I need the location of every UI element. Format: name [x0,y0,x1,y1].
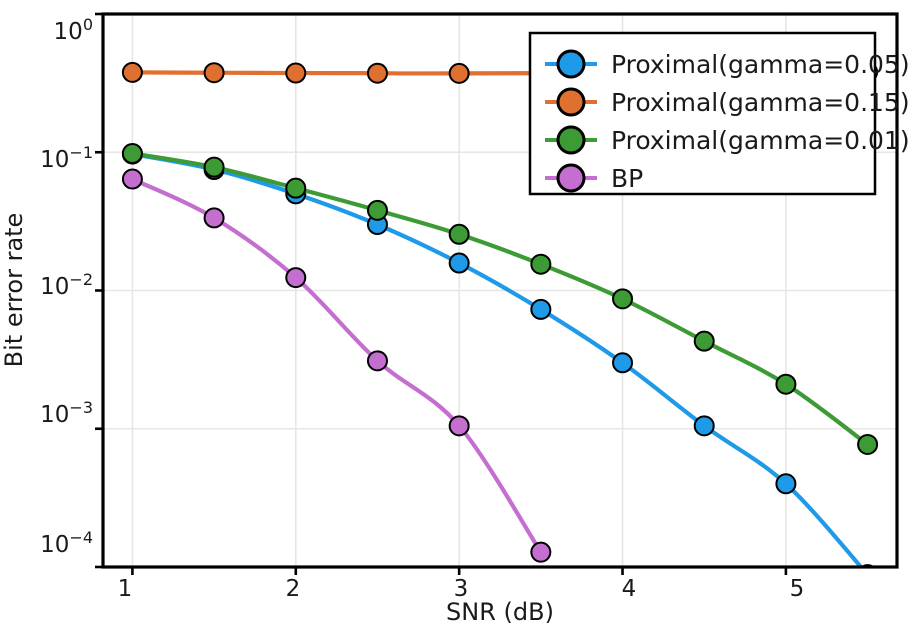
y-tick-label-1e-2: 10−2 [40,270,93,300]
x-axis-title: SNR (dB) [446,598,554,626]
data-point [775,473,797,495]
x-tick-label-2: 2 [286,576,301,602]
data-point [693,330,715,352]
data-point [366,350,388,372]
legend-marker [556,163,586,193]
data-point [857,433,879,455]
data-point [530,298,552,320]
legend-label: Proximal(gamma=0.15) [611,88,910,117]
data-point [121,142,143,164]
data-point [285,177,307,199]
series-line [130,151,864,567]
data-point [366,199,388,221]
x-tick-label-3: 3 [454,576,469,602]
legend-box [528,31,877,196]
y-tick-label-1e-4: 10−4 [40,528,93,558]
data-point [203,156,225,178]
legend-label: Proximal(gamma=0.05) [611,50,910,79]
data-point [121,168,143,190]
series-2 [121,142,879,455]
y-tick-label-1e-1: 10−1 [40,143,93,173]
legend-item-2[interactable]: Proximal(gamma=0.01) [545,125,910,155]
legend-label: Proximal(gamma=0.01) [611,126,910,155]
data-point [448,223,470,245]
data-point [285,267,307,289]
data-point [612,352,634,374]
data-point [612,288,634,310]
data-point [366,62,388,84]
legend[interactable]: Proximal(gamma=0.05) Proximal(gamma=0.15)… [528,31,910,196]
axis-tick-labels: 1 2 3 4 5 100 10−1 10−2 10−3 10−4 [40,15,804,602]
series-3 [121,168,552,563]
data-point [530,541,552,563]
x-tick-label-5: 5 [790,576,805,602]
legend-item-0[interactable]: Proximal(gamma=0.05) [545,49,910,79]
legend-item-1[interactable]: Proximal(gamma=0.15) [545,87,910,117]
data-point [285,62,307,84]
axis-ticks [95,12,788,575]
legend-label: BP [611,164,643,193]
y-tick-label-1e-3: 10−3 [40,398,93,428]
y-axis-title: Bit error rate [0,213,28,368]
x-tick-label-4: 4 [622,576,637,602]
y-tick-label-1e0: 100 [54,15,93,45]
x-tick-label-1: 1 [118,576,133,602]
legend-item-3[interactable]: BP [545,163,643,193]
data-point [448,415,470,437]
data-point [693,415,715,437]
data-point [203,207,225,229]
legend-marker [556,49,586,79]
data-point [775,373,797,395]
series-line [130,151,870,447]
data-point [448,252,470,274]
data-point [530,253,552,275]
data-point [448,62,470,84]
data-point [121,61,143,83]
data-point [203,62,225,84]
legend-marker [556,125,586,155]
legend-marker [556,87,586,117]
